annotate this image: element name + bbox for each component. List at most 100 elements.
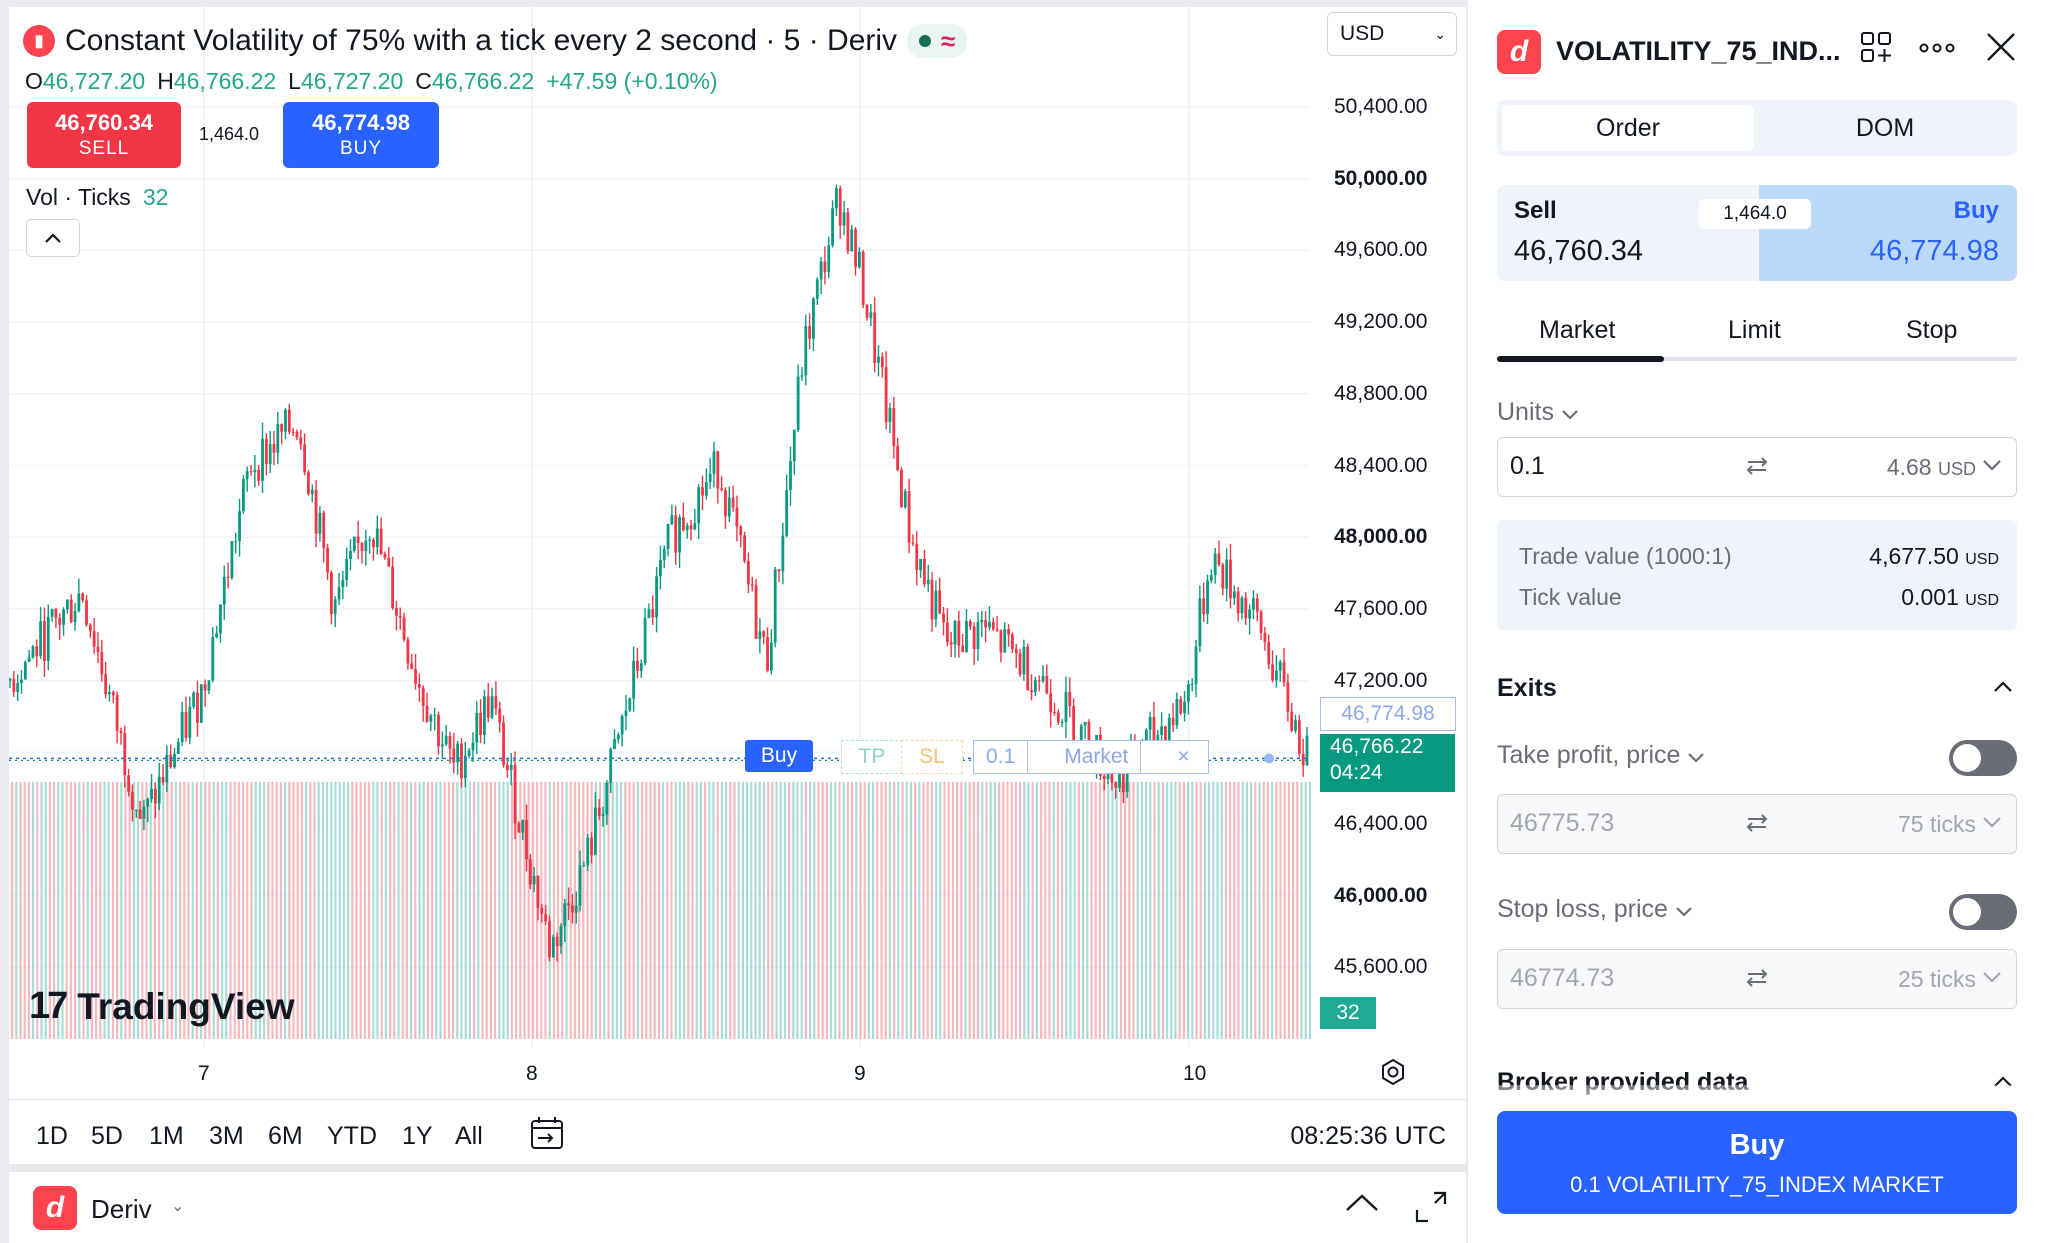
volume-bar [590, 782, 593, 1039]
range-button[interactable]: 3M [209, 1122, 244, 1150]
tab-limit[interactable]: Limit [1728, 316, 1781, 344]
grid-add-icon[interactable] [1859, 30, 1893, 64]
chevron-up-icon[interactable] [1344, 1190, 1380, 1214]
volume-bar [233, 782, 236, 1039]
candle [525, 819, 528, 860]
tradingview-watermark[interactable]: 17 TradingView [29, 985, 295, 1028]
candle [1213, 553, 1217, 576]
stop-loss-label[interactable]: Stop loss, price [1497, 895, 1693, 924]
volume-bar [498, 782, 501, 1039]
stop-loss-field[interactable]: 46774.73 25 ticks [1497, 949, 2017, 1009]
quote-sell-label[interactable]: Sell [1514, 197, 1557, 224]
units-input[interactable]: 0.1 [1510, 452, 1545, 480]
order-line-sl[interactable]: SL [901, 740, 963, 774]
chevron-down-icon[interactable] [1982, 458, 2002, 472]
symbol-title[interactable]: ▮ Constant Volatility of 75% with a tick… [23, 24, 968, 58]
utc-clock[interactable]: 08:25:36 UTC [1290, 1122, 1446, 1150]
range-button[interactable]: 6M [268, 1122, 303, 1150]
volume-bar [1191, 782, 1194, 1039]
volume-bar [200, 782, 203, 1039]
candle [62, 609, 65, 625]
candle [880, 356, 884, 368]
more-options-icon[interactable] [1918, 30, 1956, 64]
quick-sell-button[interactable]: 46,760.34 SELL [27, 102, 181, 168]
price-chart[interactable] [9, 7, 1466, 1047]
volume-bar [300, 782, 303, 1039]
chevron-up-icon[interactable] [1993, 1075, 2013, 1089]
change-value: +47.59 (+0.10%) [546, 68, 718, 94]
take-profit-label[interactable]: Take profit, price [1497, 741, 1705, 770]
range-button[interactable]: 1D [36, 1122, 68, 1150]
candle [942, 613, 945, 623]
quick-buy-button[interactable]: 46,774.98 BUY [283, 102, 439, 168]
candle [1274, 670, 1278, 681]
chevron-down-icon[interactable] [1982, 815, 2002, 829]
candle [724, 489, 727, 517]
volume-bar [254, 782, 257, 1039]
range-button[interactable]: All [455, 1122, 483, 1150]
volume-bar [767, 782, 770, 1039]
chevron-down-icon[interactable] [1982, 970, 2002, 984]
quote-buy-label[interactable]: Buy [1953, 197, 1999, 224]
take-profit-price[interactable]: 46775.73 [1510, 809, 1615, 837]
collapse-legend-button[interactable] [26, 219, 80, 257]
range-button[interactable]: 5D [91, 1122, 123, 1150]
range-button[interactable]: 1Y [402, 1122, 433, 1150]
volume-bar [1040, 782, 1043, 1039]
units-label[interactable]: Units [1497, 398, 1579, 427]
candle [238, 511, 241, 542]
volume-bar [939, 782, 942, 1039]
volume-bar [1174, 782, 1177, 1039]
swap-icon[interactable] [1744, 453, 1770, 479]
take-profit-toggle[interactable] [1949, 740, 2017, 776]
candle [762, 631, 766, 637]
currency-select[interactable]: USD ⌄ [1327, 12, 1457, 56]
chevron-up-icon[interactable] [1993, 680, 2013, 694]
volume-bar [1103, 782, 1106, 1039]
chevron-down-icon[interactable]: ⌄ [171, 1198, 185, 1215]
panel-symbol[interactable]: VOLATILITY_75_IND... [1556, 36, 1841, 66]
close-label: C [415, 68, 432, 94]
calendar-goto-icon[interactable] [528, 1114, 566, 1152]
range-button[interactable]: YTD [327, 1122, 377, 1150]
volume-legend[interactable]: Vol · Ticks 32 [26, 184, 168, 211]
volume-bar [1111, 782, 1114, 1039]
quote-buy-price[interactable]: 46,774.98 [1869, 235, 1999, 267]
tab-market[interactable]: Market [1539, 316, 1616, 344]
swap-icon[interactable] [1744, 810, 1770, 836]
chart-area[interactable]: ▮ Constant Volatility of 75% with a tick… [9, 7, 1466, 1086]
close-icon[interactable] [1984, 30, 2018, 64]
volume-bar [338, 782, 341, 1039]
candle [532, 875, 536, 885]
settings-icon[interactable] [1378, 1057, 1408, 1087]
stop-loss-price[interactable]: 46774.73 [1510, 964, 1615, 992]
broker-name[interactable]: Deriv [91, 1194, 152, 1224]
volume-bar [212, 782, 215, 1039]
maximize-icon[interactable] [1414, 1190, 1448, 1224]
tab-stop[interactable]: Stop [1906, 316, 1958, 344]
candle [505, 765, 509, 771]
high-value: 46,766.22 [173, 68, 277, 94]
volume-bar [1304, 782, 1307, 1039]
order-line-buy[interactable]: Buy [745, 740, 813, 772]
candle [517, 823, 521, 833]
order-line-details[interactable]: 0.1 Market × [973, 740, 1209, 774]
exits-heading[interactable]: Exits [1497, 674, 1557, 702]
stop-loss-toggle[interactable] [1949, 894, 2017, 930]
tab-order[interactable]: Order [1502, 105, 1754, 151]
close-order-icon[interactable]: × [1177, 745, 1190, 768]
tab-dom[interactable]: DOM [1855, 113, 1915, 142]
swap-icon[interactable] [1744, 965, 1770, 991]
order-line-tp[interactable]: TP [841, 740, 903, 774]
time-axis-label: 9 [854, 1062, 866, 1085]
market-status-badge[interactable]: ≈ [907, 24, 968, 58]
range-button[interactable]: 1M [149, 1122, 184, 1150]
buy-submit-button[interactable]: Buy 0.1 VOLATILITY_75_INDEX MARKET [1497, 1111, 2017, 1214]
units-field[interactable]: 0.1 4.68 USD [1497, 437, 2017, 497]
volume-bar [250, 782, 253, 1039]
volume-bar [485, 782, 488, 1039]
take-profit-field[interactable]: 46775.73 75 ticks [1497, 794, 2017, 854]
candle [119, 730, 123, 733]
candle [1156, 734, 1160, 741]
quote-sell-price[interactable]: 46,760.34 [1514, 235, 1644, 267]
